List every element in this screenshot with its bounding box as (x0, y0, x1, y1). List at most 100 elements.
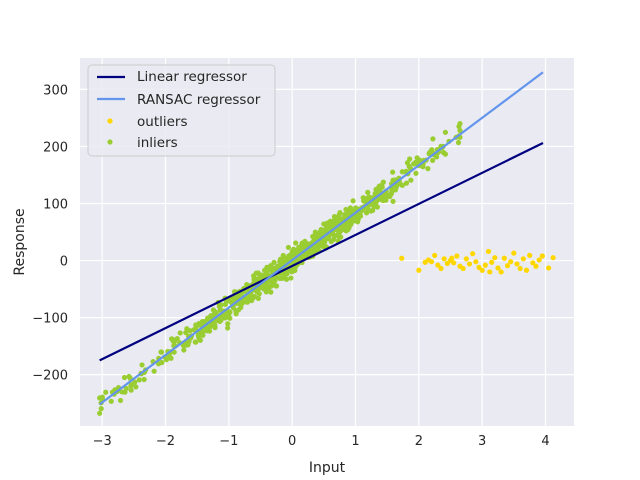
inlier-point (227, 309, 233, 315)
legend-ransac-label: RANSAC regressor (137, 92, 261, 108)
inlier-point (98, 406, 104, 412)
outlier-point (399, 255, 405, 261)
inlier-point (166, 353, 172, 359)
inlier-point (169, 336, 175, 342)
inlier-point (347, 205, 353, 211)
inlier-point (357, 213, 364, 219)
outlier-point (495, 265, 501, 271)
inlier-point (177, 330, 183, 336)
inlier-point (331, 236, 337, 242)
inlier-point (325, 225, 331, 231)
inlier-point (306, 252, 312, 258)
inlier-point (252, 293, 258, 300)
inlier-point (350, 198, 356, 204)
inlier-point (210, 307, 217, 313)
inlier-point (335, 227, 341, 233)
inlier-point (295, 257, 302, 263)
ransac-regressor-line (98, 71, 544, 406)
outlier-point (511, 250, 517, 256)
inlier-point (292, 267, 298, 274)
inlier-point (263, 289, 269, 295)
regression-lines (98, 71, 544, 406)
outlier-point (504, 263, 511, 269)
outlier-point (523, 267, 530, 273)
inlier-point (263, 285, 269, 291)
inlier-point (233, 311, 239, 317)
y-tick-label: 300 (43, 83, 68, 98)
inlier-point (434, 154, 440, 160)
inlier-point (380, 179, 386, 185)
inlier-point (457, 127, 463, 134)
outlier-point (454, 253, 460, 259)
outlier-point (508, 259, 514, 265)
outlier-point (441, 256, 447, 262)
inlier-point (103, 389, 109, 395)
outlier-point (482, 262, 488, 268)
y-tick-label: 100 (43, 197, 68, 212)
inlier-point (271, 259, 277, 265)
inlier-point (338, 234, 344, 240)
inlier-point (442, 129, 449, 135)
inlier-point (174, 335, 180, 342)
inlier-point (136, 377, 142, 383)
y-tick-label: −100 (32, 312, 68, 327)
outlier-point (416, 267, 422, 273)
inlier-point (191, 327, 197, 333)
inlier-point (212, 325, 218, 331)
inlier-point (255, 270, 261, 276)
inlier-point (128, 387, 134, 393)
inlier-point (158, 349, 164, 355)
inlier-point (354, 218, 360, 224)
outlier-point (470, 251, 476, 257)
outlier-point (533, 263, 539, 269)
inlier-point (151, 368, 157, 374)
x-axis-label: Input (309, 460, 346, 476)
outlier-point (432, 252, 438, 259)
outlier-point (489, 259, 495, 265)
inlier-point (183, 329, 189, 336)
inlier-point (141, 376, 147, 383)
inlier-point (222, 315, 228, 321)
inlier-point (408, 177, 414, 183)
inlier-point (180, 342, 186, 349)
x-tick-label: −1 (219, 434, 238, 449)
outlier-point (501, 255, 507, 261)
x-tick-label: −2 (156, 434, 175, 449)
inlier-point (390, 198, 396, 204)
outlier-point (517, 265, 523, 272)
inlier-point (275, 263, 281, 269)
inlier-point (293, 240, 299, 246)
inlier-point (277, 258, 283, 265)
inlier-point (193, 339, 199, 345)
outlier-point (473, 259, 479, 265)
inlier-point (413, 159, 419, 165)
inlier-point (283, 276, 290, 282)
inlier-point (277, 275, 283, 282)
inlier-point (403, 180, 410, 186)
inlier-point (455, 139, 462, 146)
inlier-point (388, 190, 395, 196)
inlier-point (225, 321, 231, 327)
inlier-point (117, 397, 124, 404)
inlier-point (263, 267, 269, 273)
inlier-point (284, 270, 290, 277)
inlier-point (238, 302, 244, 308)
inlier-point (456, 123, 462, 129)
inlier-point (285, 244, 292, 251)
inlier-point (218, 302, 224, 308)
x-tick-label: 0 (288, 434, 296, 449)
inlier-point (390, 169, 396, 175)
legend-box (87, 64, 276, 157)
inlier-point (368, 208, 374, 214)
inlier-point (268, 289, 274, 295)
inlier-point (97, 410, 103, 416)
outlier-point (492, 255, 498, 261)
inlier-point (440, 149, 447, 156)
x-tick-label: 4 (541, 434, 549, 449)
inlier-point (235, 307, 242, 313)
inlier-point (342, 223, 348, 229)
y-tick-label: 0 (60, 255, 68, 270)
inlier-point (290, 248, 297, 255)
inlier-point (381, 193, 387, 199)
